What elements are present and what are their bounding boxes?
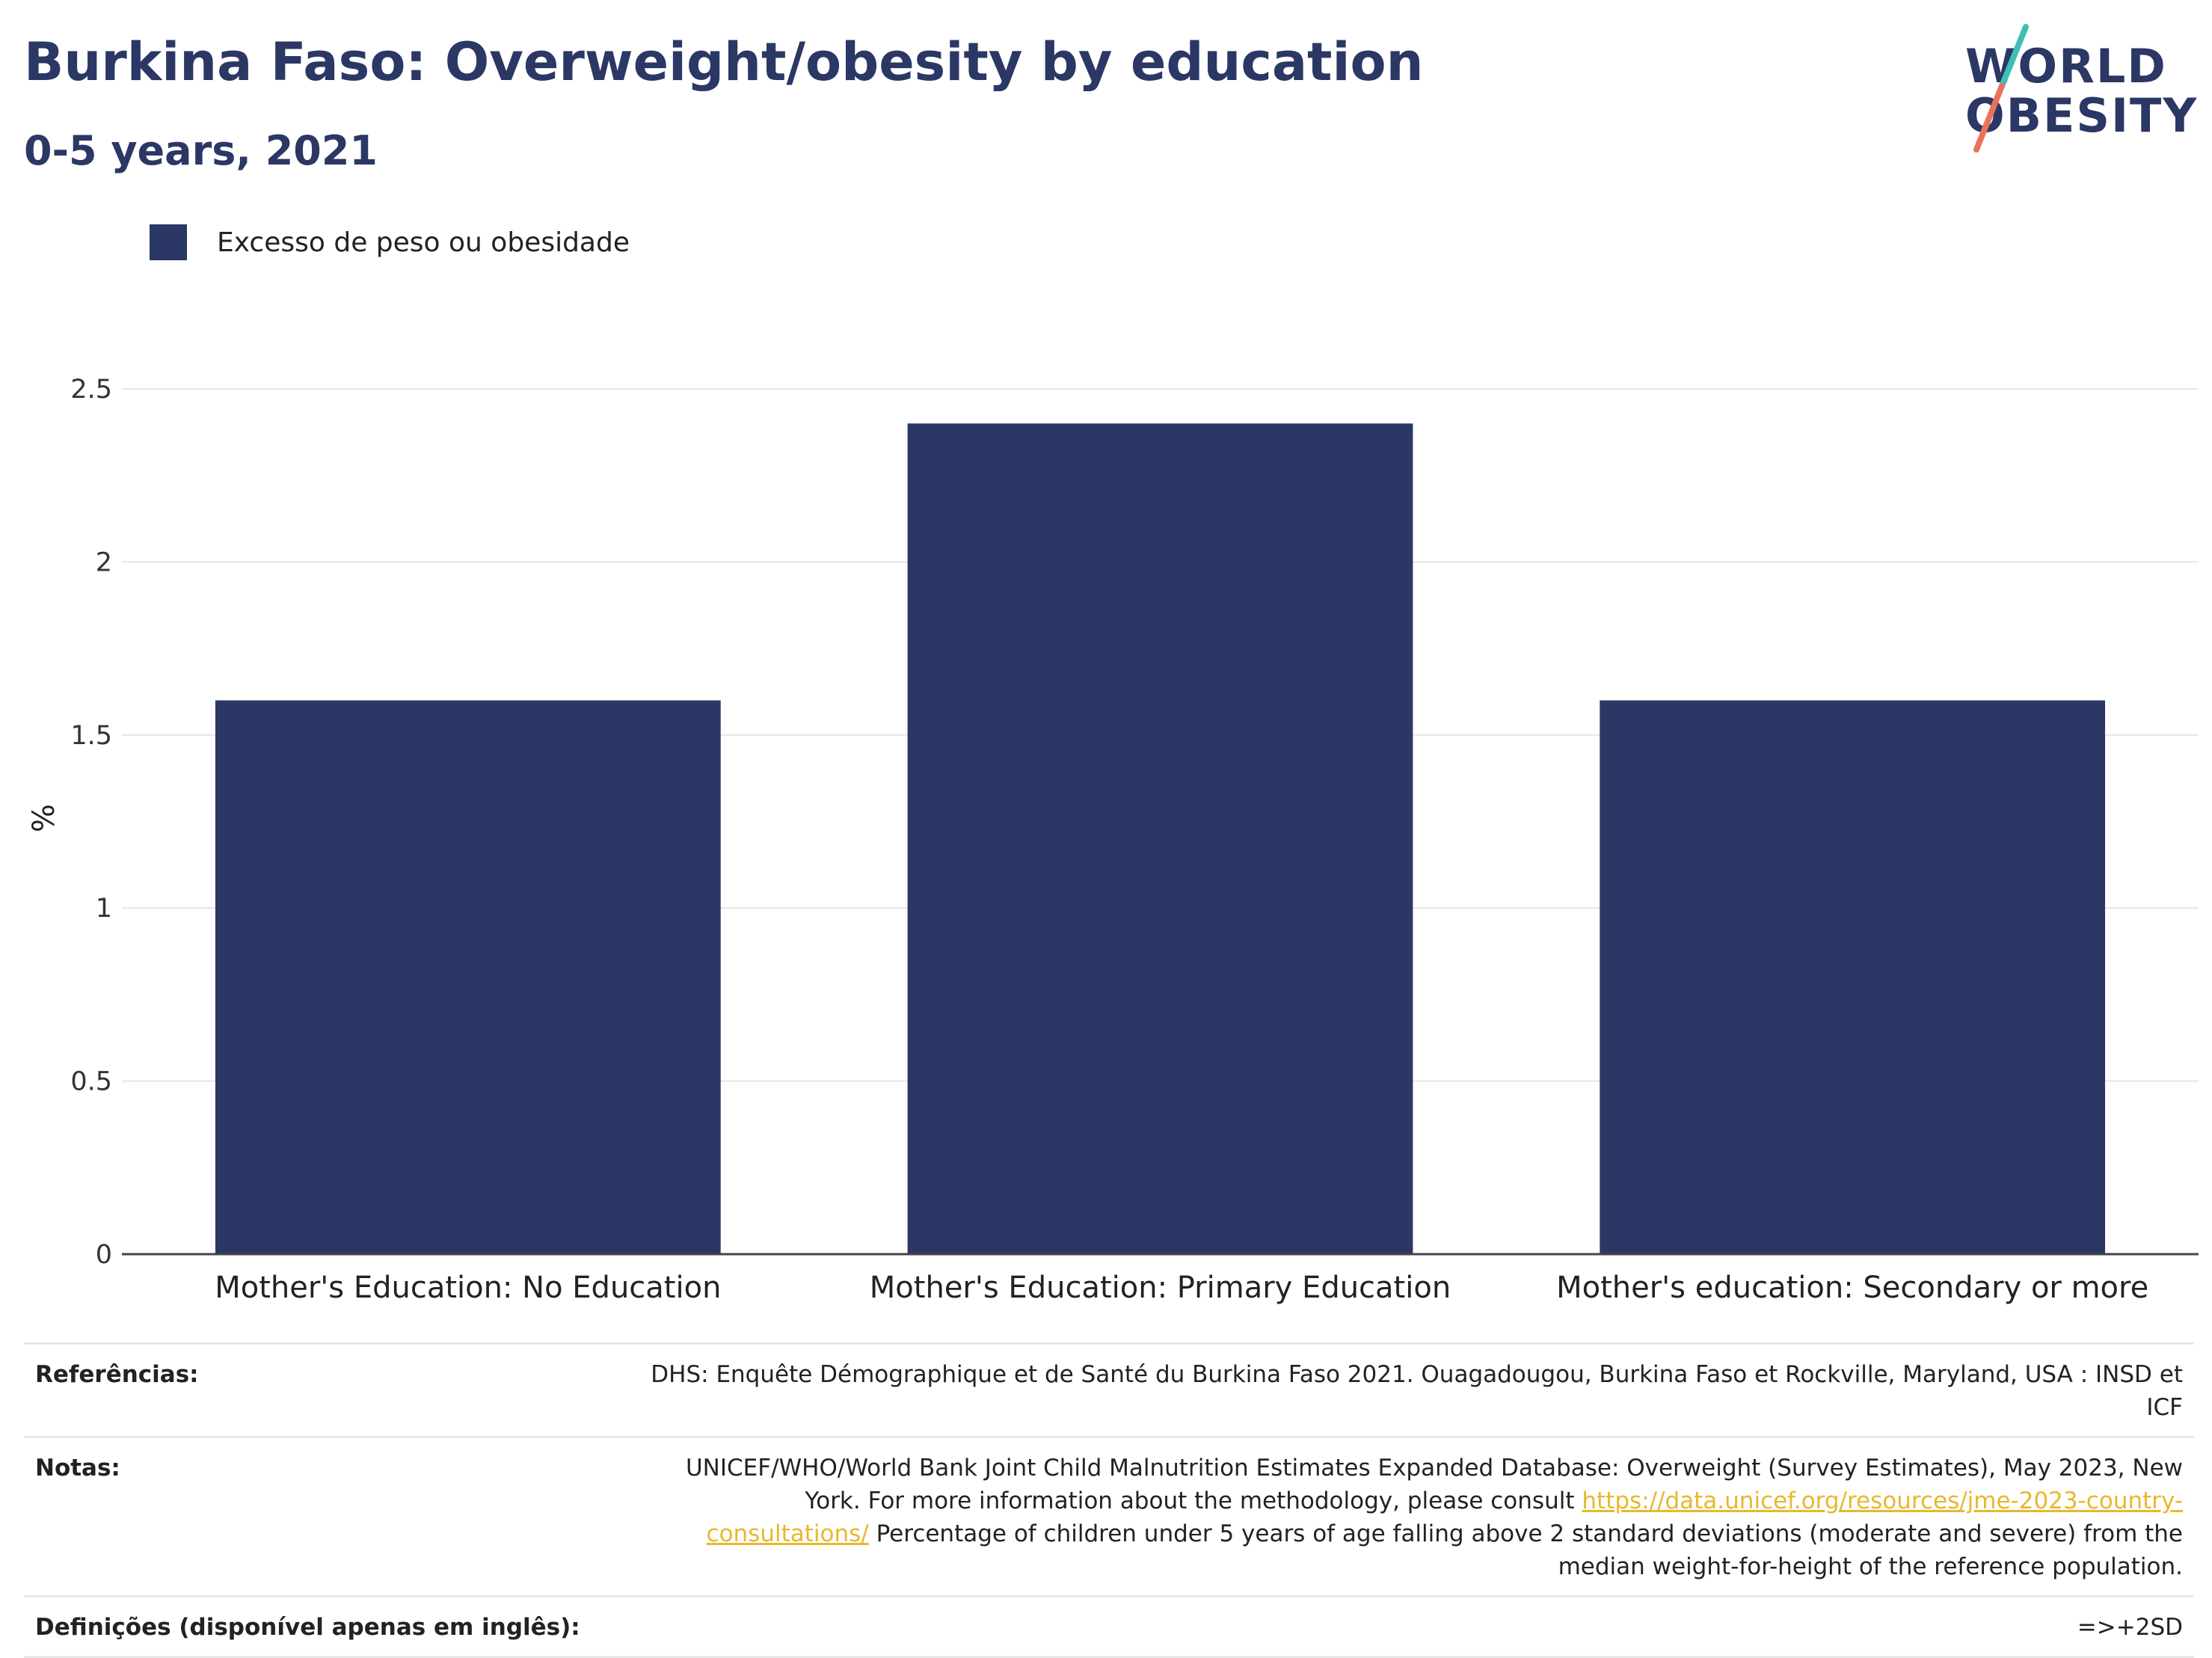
page-subtitle: 0-5 years, 2021	[24, 127, 378, 174]
references-row: Referências: DHS: Enquête Démographique …	[24, 1342, 2194, 1436]
world-obesity-logo: WORLD OBESITY	[1944, 22, 2199, 157]
logo-word-2: OBESITY	[1965, 88, 2199, 143]
chart-legend: Excesso de peso ou obesidade	[150, 224, 630, 260]
x-tick-labels: Mother's Education: No Education Mother's…	[215, 1271, 2148, 1305]
x-tick-label: Mother's Education: Primary Education	[870, 1271, 1451, 1305]
chart-footer: Referências: DHS: Enquête Démographique …	[24, 1342, 2194, 1658]
references-text: DHS: Enquête Démographique et de Santé d…	[651, 1361, 2183, 1421]
y-tick-label: 1	[96, 894, 112, 924]
notes-text-part-1: UNICEF/WHO/World Bank Joint Child Malnut…	[685, 1455, 2183, 1514]
definitions-text: =>+2SD	[2077, 1614, 2183, 1641]
x-tick-label: Mother's education: Secondary or more	[1556, 1271, 2148, 1305]
notes-text: UNICEF/WHO/World Bank Joint Child Malnut…	[650, 1452, 2183, 1583]
legend-swatch	[150, 224, 187, 260]
logo-word-1: WORLD	[1965, 39, 2167, 93]
bar[interactable]	[1600, 700, 2106, 1254]
logo-slash-icon	[1973, 24, 2029, 153]
notes-row: Notas: UNICEF/WHO/World Bank Joint Child…	[24, 1436, 2194, 1595]
legend-label: Excesso de peso ou obesidade	[217, 227, 630, 258]
y-tick-label: 0	[96, 1240, 112, 1270]
references-label: Referências:	[35, 1361, 199, 1388]
bar[interactable]	[215, 700, 721, 1254]
y-tick-label: 2.5	[70, 375, 112, 405]
bar-chart: 0 0.5 1 1.5 2 2.5 Mother's Education: No Educ…	[27, 375, 2199, 1305]
y-tick-label: 1.5	[70, 721, 112, 751]
notes-text-part-2: Percentage of children under 5 years of …	[876, 1520, 2183, 1580]
bars	[215, 423, 2106, 1254]
definitions-label: Definições (disponível apenas em inglês)…	[35, 1614, 580, 1641]
y-axis-label: %	[27, 804, 61, 832]
y-tick-label: 2	[96, 547, 112, 577]
x-tick-label: Mother's Education: No Education	[215, 1271, 721, 1305]
page-title: Burkina Faso: Overweight/obesity by educ…	[24, 31, 1424, 93]
bar[interactable]	[907, 423, 1413, 1254]
definitions-row: Definições (disponível apenas em inglês)…	[24, 1595, 2194, 1658]
notes-label: Notas:	[35, 1455, 120, 1482]
methodology-link[interactable]: https://data.unicef.org/resources/jme-20…	[706, 1487, 2183, 1547]
y-tick-labels: 0 0.5 1 1.5 2 2.5	[70, 375, 112, 1270]
y-tick-label: 0.5	[70, 1067, 112, 1097]
